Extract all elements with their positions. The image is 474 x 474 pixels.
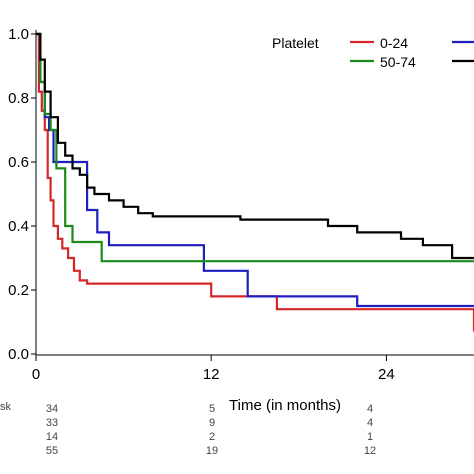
at-risk-cell: 33 <box>46 417 58 429</box>
legend-label: 50-74 <box>380 54 416 70</box>
at-risk-cell: 2 <box>209 431 215 443</box>
legend-label: 0-24 <box>380 35 408 51</box>
at-risk-cell: 5 <box>209 403 215 415</box>
legend-title: Platelet <box>272 35 319 51</box>
at-risk-cell: 14 <box>46 431 58 443</box>
y-tick-label: 1.0 <box>8 26 29 43</box>
at-risk-cell: 1 <box>367 431 373 443</box>
series-lines <box>36 32 474 332</box>
at-risk-header: sk <box>0 401 12 413</box>
at-risk-cell: 34 <box>46 403 58 415</box>
y-tick-label: 0.8 <box>8 90 29 107</box>
x-tick-label: 0 <box>32 366 40 383</box>
at-risk-cell: 9 <box>209 417 215 429</box>
at-risk-cell: 55 <box>46 445 58 457</box>
at-risk-cell: 12 <box>364 445 376 457</box>
series-line-group-2 <box>36 32 474 308</box>
x-tick-label: 12 <box>203 366 220 383</box>
y-tick-label: 0.0 <box>8 346 29 363</box>
y-tick-label: 0.2 <box>8 282 29 299</box>
legend: Platelet 0-24 50-74 <box>272 35 474 70</box>
series-line-0-24 <box>36 32 474 332</box>
at-risk-table: sk 34 5 4 33 9 4 14 2 1 55 19 12 <box>0 401 376 457</box>
at-risk-cell: 19 <box>206 445 218 457</box>
y-tick-label: 0.4 <box>8 218 29 235</box>
axes: 0.0 0.2 0.4 0.6 0.8 1.0 0 12 24 <box>8 26 474 383</box>
series-line-50-74 <box>36 32 474 263</box>
at-risk-cell: 4 <box>367 417 373 429</box>
x-tick-label: 24 <box>378 366 395 383</box>
series-line-group-4 <box>36 32 474 260</box>
x-axis-title: Time (in months) <box>229 397 341 414</box>
at-risk-cell: 4 <box>367 403 373 415</box>
y-tick-label: 0.6 <box>8 154 29 171</box>
